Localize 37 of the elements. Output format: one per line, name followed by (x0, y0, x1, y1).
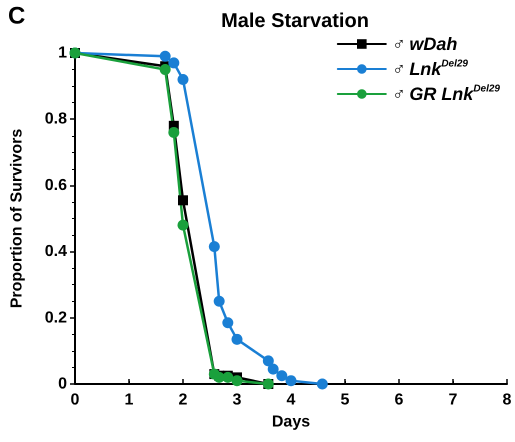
x-tick-label: 7 (448, 392, 458, 408)
point (276, 370, 288, 382)
x-tick-label: 5 (340, 392, 350, 408)
point (268, 364, 279, 375)
point (232, 334, 242, 345)
point (178, 195, 188, 206)
x-tick-label: 0 (70, 392, 80, 408)
chart-title: Male Starvation (221, 10, 369, 32)
x-tick-label: 2 (178, 392, 188, 408)
y-tick-label: 0.6 (44, 176, 68, 194)
y-axis-title: Proportion of Survivors (8, 128, 26, 308)
x-tick-label: 6 (394, 392, 404, 408)
point (222, 317, 234, 328)
point (160, 64, 171, 76)
y-tick-label: 0.2 (44, 309, 68, 326)
point (208, 241, 220, 252)
point (178, 74, 188, 85)
y-tick-label: 0.8 (44, 110, 68, 128)
x-axis-title: Days (272, 414, 310, 430)
y-tick-label: 0 (58, 376, 68, 392)
point (262, 355, 274, 366)
legend-label: ♂ wDah (390, 34, 458, 54)
x-tick-label: 4 (286, 392, 296, 408)
point (232, 375, 242, 386)
y-tick-label: 0.4 (44, 243, 68, 260)
y-tick-label: 1 (58, 44, 68, 62)
point (178, 220, 188, 231)
text: C (8, 2, 26, 30)
x-tick-label: 1 (124, 392, 134, 408)
point (168, 126, 180, 138)
point (214, 296, 225, 307)
x-tick-label: 8 (502, 392, 512, 408)
x-tick-label: 3 (232, 392, 242, 408)
point (286, 375, 296, 386)
point (316, 378, 328, 390)
point (168, 57, 180, 68)
point (160, 50, 171, 62)
